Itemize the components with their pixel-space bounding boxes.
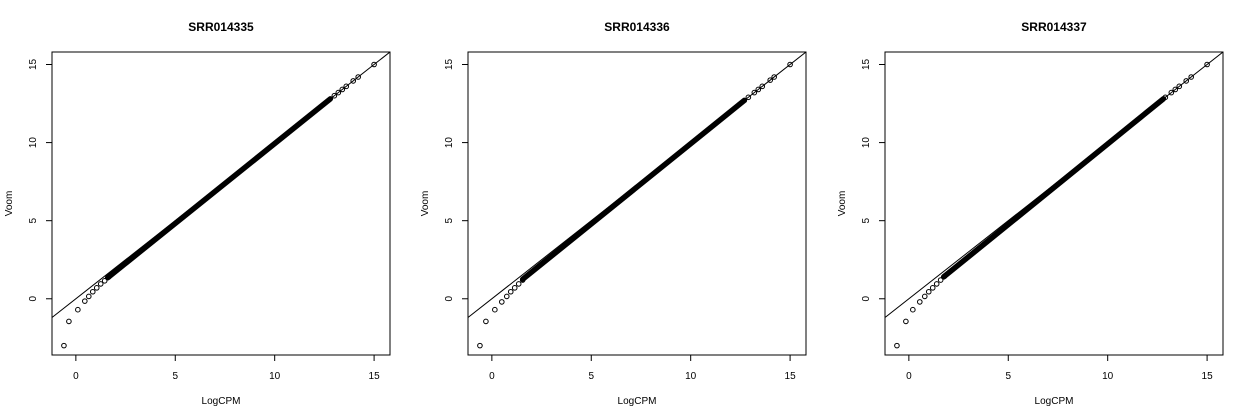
data-point [925,288,932,295]
data-point [1204,61,1210,68]
y-axis-label: Voom [837,191,848,217]
x-tick-label: 15 [369,371,381,382]
x-tick-label: 0 [906,371,912,382]
data-point [759,83,766,90]
dense-point-band [104,96,334,281]
data-point [89,288,96,295]
dense-point-band [940,96,1167,280]
x-tick-label: 0 [73,371,79,382]
data-point [477,342,483,349]
data-point [1162,94,1169,101]
data-point [350,78,357,84]
data-point [66,318,72,325]
data-point [82,298,88,304]
y-tick-label: 10 [861,137,872,149]
y-tick-label: 10 [444,137,455,149]
data-point [1183,78,1190,84]
data-point [941,273,948,279]
y-tick-label: 0 [28,296,39,302]
data-point [937,277,944,283]
data-point [1172,86,1179,93]
x-tick-label: 10 [269,371,281,382]
data-point [921,293,928,300]
data-point [511,285,518,291]
data-point [97,281,104,287]
chart-title: SRR014337 [1021,20,1087,34]
y-tick-label: 15 [444,58,455,70]
y-tick-label: 10 [28,137,39,149]
plot-area [885,52,1223,349]
plot-area [52,52,390,349]
chart-title: SRR014335 [188,20,254,34]
data-point [105,274,112,280]
data-point [1176,83,1183,90]
panel-1: SRR014335 0 5 10 15 0 5 10 15 LogCPM Voom [4,20,391,407]
chart-title: SRR014336 [604,20,670,34]
y-tick-label: 5 [444,217,455,223]
y-tick-label: 5 [28,217,39,223]
data-point [916,299,923,305]
x-tick-label: 10 [1102,371,1114,382]
data-point [75,306,81,313]
x-tick-label: 15 [1202,371,1214,382]
data-point [492,306,498,313]
data-point [339,86,346,93]
data-point [1188,74,1194,80]
plot-frame [51,51,391,356]
y-axis-label: Voom [420,191,431,217]
panel-2: SRR014336 0 5 10 15 0 5 10 15 LogCPM Voom [420,20,807,407]
x-axis-label: LogCPM [1035,396,1074,407]
x-tick-label: 10 [685,371,697,382]
data-point [331,92,338,99]
data-point [1168,89,1175,96]
data-point [507,288,514,295]
data-point [903,318,909,325]
x-tick-label: 15 [785,371,797,382]
data-point [355,74,361,80]
y-axis-label: Voom [4,191,15,217]
y-tick-label: 15 [861,58,872,70]
plot-area [468,52,806,349]
plot-frame [467,51,807,356]
data-point [929,285,936,291]
data-point [503,293,510,300]
data-point [933,281,940,287]
x-tick-label: 0 [489,371,495,382]
data-point [101,278,108,284]
dense-point-band [519,97,748,282]
x-tick-label: 5 [1005,371,1011,382]
x-axis-label: LogCPM [202,396,241,407]
data-point [894,342,900,349]
data-point [499,299,505,305]
data-point [483,318,489,325]
y-tick-label: 0 [861,296,872,302]
y-tick-label: 5 [861,217,872,223]
x-tick-label: 5 [172,371,178,382]
data-point [787,61,793,68]
data-point [910,306,916,313]
data-point [515,281,522,287]
data-point [93,285,100,291]
data-point [519,277,526,283]
x-tick-label: 5 [588,371,594,382]
y-tick-label: 0 [444,296,455,302]
data-point [343,83,350,90]
data-point [745,94,752,101]
data-point [751,89,758,96]
y-tick-label: 15 [28,58,39,70]
data-point [335,89,342,96]
data-point [61,342,67,349]
data-point [371,61,377,68]
data-point [767,77,774,83]
plot-frame [884,51,1224,356]
x-axis-label: LogCPM [618,396,657,407]
panel-3: SRR014337 0 5 10 15 0 5 10 15 LogCPM Voom [837,20,1224,407]
data-point [771,74,777,80]
data-point [755,86,762,93]
data-point [85,293,92,300]
